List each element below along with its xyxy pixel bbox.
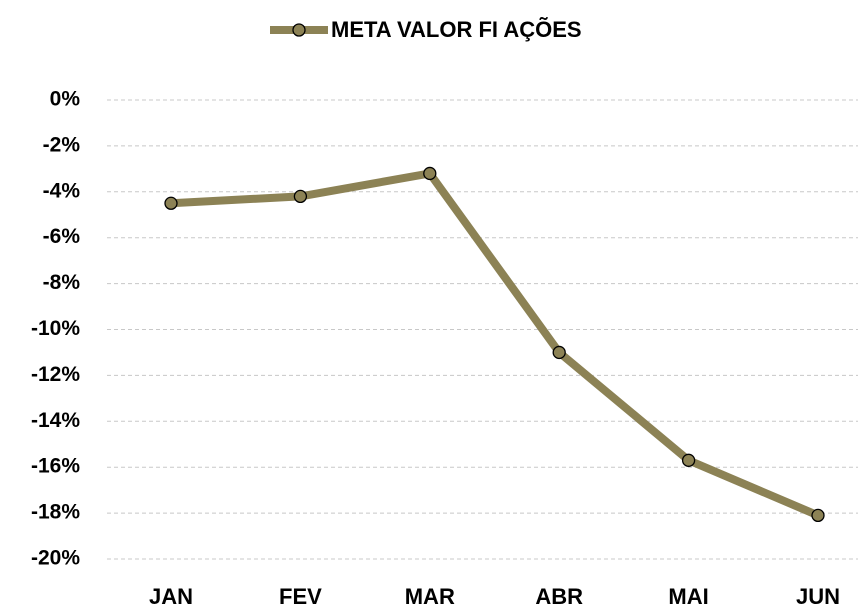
- y-tick-label: -10%: [31, 317, 80, 340]
- y-tick-label: -14%: [31, 409, 80, 432]
- y-tick-label: -8%: [43, 271, 81, 294]
- x-tick-label: MAR: [405, 584, 455, 609]
- series-line: [170, 169, 820, 520]
- y-tick-label: -20%: [31, 547, 80, 570]
- x-tick-label: JUN: [796, 584, 840, 609]
- x-tick-label: MAI: [668, 584, 708, 609]
- y-tick-label: -12%: [31, 363, 80, 386]
- point-marker: [423, 166, 437, 181]
- point-marker: [164, 196, 178, 210]
- point-marker: [811, 508, 825, 523]
- y-tick-label: -6%: [43, 225, 81, 248]
- y-tick-label: -16%: [31, 455, 80, 478]
- point-marker: [681, 453, 696, 467]
- legend-label: META VALOR FI AÇÕES: [331, 17, 582, 42]
- y-tick-label: -18%: [31, 501, 80, 524]
- y-tick-label: 0%: [50, 88, 81, 111]
- y-tick-label: -4%: [43, 179, 81, 202]
- x-tick-label: ABR: [535, 584, 583, 609]
- legend: META VALOR FI AÇÕES: [270, 17, 582, 42]
- x-tick-label: FEV: [279, 584, 322, 609]
- point-marker: [552, 345, 566, 360]
- y-tick-label: -2%: [43, 133, 81, 156]
- point-marker: [293, 189, 308, 204]
- legend-marker: [292, 23, 306, 37]
- x-tick-label: JAN: [149, 584, 193, 609]
